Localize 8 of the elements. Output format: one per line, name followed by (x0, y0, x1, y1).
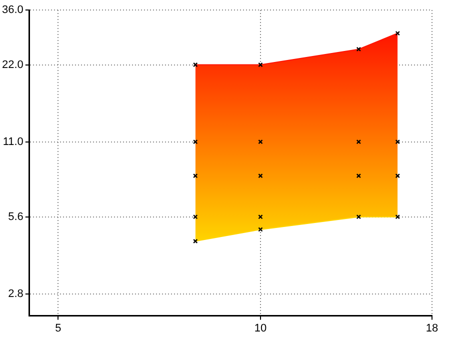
y-tick-label: 22.0 (2, 58, 24, 71)
x-tick-label: 5 (55, 322, 62, 334)
x-tick-label: 10 (254, 322, 267, 334)
x-tick-label: 18 (426, 322, 438, 334)
y-tick-label: 11.0 (2, 136, 24, 148)
y-tick-label: 2.8 (8, 288, 24, 300)
y-tick-label: 5.6 (8, 210, 24, 223)
y-tick-label: 36.0 (2, 4, 24, 16)
